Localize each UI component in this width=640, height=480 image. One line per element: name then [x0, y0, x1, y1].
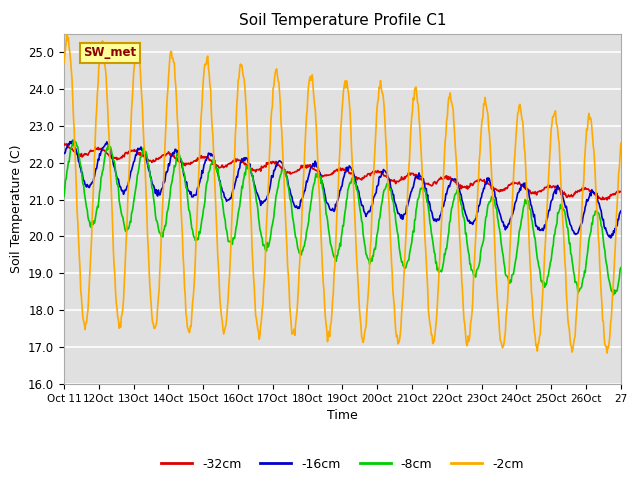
Legend: -32cm, -16cm, -8cm, -2cm: -32cm, -16cm, -8cm, -2cm — [156, 453, 529, 476]
Title: Soil Temperature Profile C1: Soil Temperature Profile C1 — [239, 13, 446, 28]
X-axis label: Time: Time — [327, 409, 358, 422]
Y-axis label: Soil Temperature (C): Soil Temperature (C) — [10, 144, 22, 273]
Text: SW_met: SW_met — [83, 47, 136, 60]
